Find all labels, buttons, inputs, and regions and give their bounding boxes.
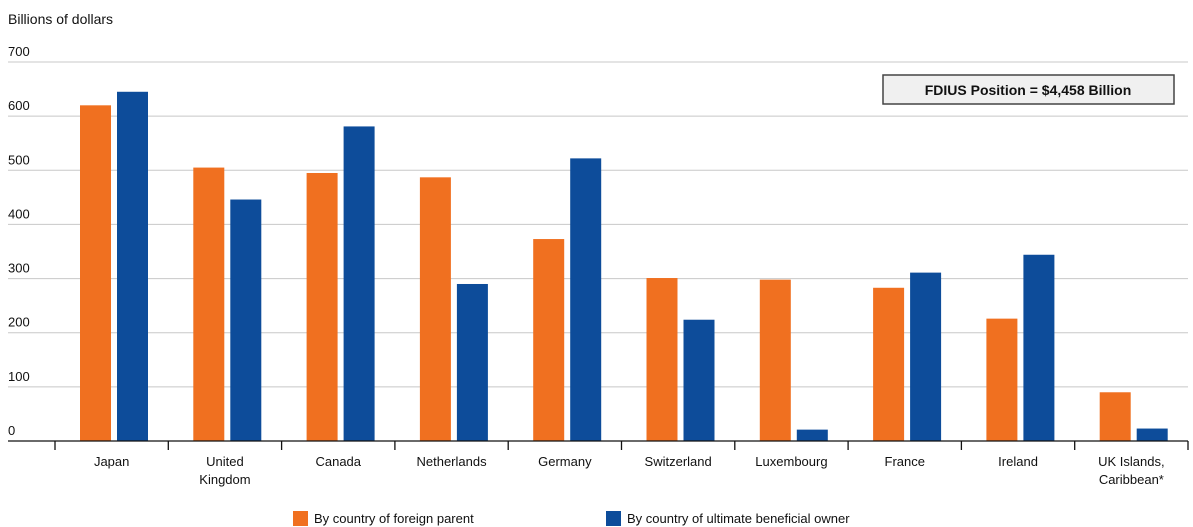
- bar-ultimate-owner: [117, 91, 148, 442]
- bar-foreign-parent: [646, 278, 678, 441]
- y-tick-label: 400: [8, 206, 30, 221]
- legend: By country of foreign parent By country o…: [293, 511, 850, 526]
- legend-label: By country of foreign parent: [314, 511, 474, 526]
- bar-foreign-parent: [1099, 392, 1131, 441]
- y-tick-label: 0: [8, 423, 15, 438]
- y-tick-label: 100: [8, 369, 30, 384]
- legend-swatch: [606, 511, 621, 526]
- bar-foreign-parent: [533, 239, 565, 441]
- category-label: United Kingdom: [199, 454, 250, 487]
- category-label: Luxembourg: [755, 454, 827, 469]
- y-tick-label: 200: [8, 315, 30, 330]
- x-axis: Japan United Kingdom Canada Netherlands Germa…: [8, 440, 1189, 487]
- callout-box: FDIUS Position = $4,458 Billion: [882, 74, 1175, 105]
- bar-foreign-parent: [193, 167, 225, 442]
- y-tick-label: 700: [8, 44, 30, 59]
- bar-foreign-parent: [419, 177, 451, 441]
- bar-foreign-parent: [986, 318, 1018, 441]
- y-axis-label: Billions of dollars: [8, 11, 113, 27]
- category-label: Netherlands: [416, 454, 487, 469]
- bar-ultimate-owner: [1136, 428, 1168, 441]
- bar-ultimate-owner: [796, 429, 828, 441]
- legend-label: By country of ultimate beneficial owner: [627, 511, 850, 526]
- y-axis-ticks: 0 100 200 300 400 500 600 700: [8, 44, 30, 438]
- category-label: Canada: [315, 454, 361, 469]
- bar-ultimate-owner: [343, 126, 375, 442]
- bar-ultimate-owner: [1023, 254, 1055, 441]
- bars: [80, 91, 1168, 442]
- bar-foreign-parent: [80, 105, 111, 442]
- y-tick-label: 600: [8, 98, 30, 113]
- y-tick-label: 500: [8, 152, 30, 167]
- category-label: UK Islands, Caribbean*: [1098, 454, 1164, 487]
- category-label: Switzerland: [645, 454, 712, 469]
- bar-foreign-parent: [873, 287, 905, 441]
- callout-frame: [882, 74, 1175, 105]
- bar-ultimate-owner: [230, 199, 262, 441]
- bar-ultimate-owner: [910, 272, 942, 441]
- legend-swatch: [293, 511, 308, 526]
- category-label: Ireland: [998, 454, 1038, 469]
- bar-foreign-parent: [306, 172, 338, 441]
- bar-foreign-parent: [759, 279, 791, 441]
- bar-ultimate-owner: [570, 158, 602, 442]
- y-tick-label: 300: [8, 261, 30, 276]
- bar-ultimate-owner: [683, 319, 715, 441]
- callout-text: FDIUS Position = $4,458 Billion: [925, 82, 1132, 98]
- bar-ultimate-owner: [456, 283, 488, 441]
- category-label: Japan: [94, 454, 129, 469]
- category-label: France: [885, 454, 925, 469]
- category-label: Germany: [538, 454, 592, 469]
